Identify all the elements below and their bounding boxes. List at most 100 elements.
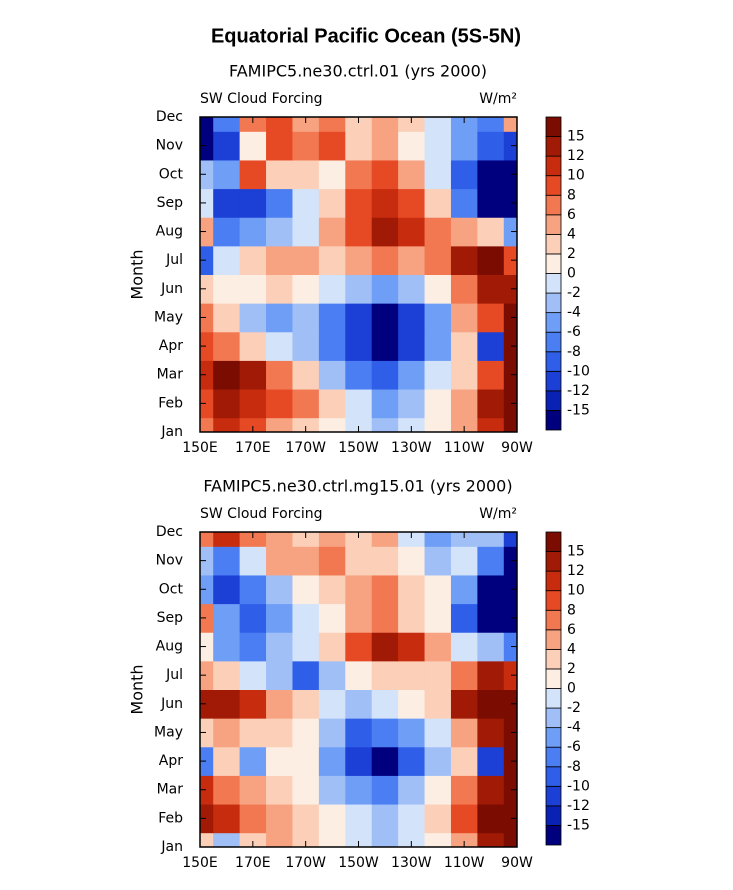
colorbar-box xyxy=(545,707,562,729)
cell xyxy=(239,832,267,847)
cell xyxy=(503,804,517,834)
cell xyxy=(318,131,346,161)
cell xyxy=(200,245,214,275)
cell xyxy=(239,245,267,275)
cell xyxy=(503,532,517,547)
y-tick-label: Aug xyxy=(156,224,183,240)
cell xyxy=(371,389,399,419)
colorbar-label: 2 xyxy=(567,246,576,262)
cell xyxy=(371,746,399,776)
x-tick-label: 170W xyxy=(285,440,326,456)
cell xyxy=(318,245,346,275)
field-cells xyxy=(200,117,517,432)
colorbar-label: -12 xyxy=(567,798,590,814)
cell xyxy=(398,689,426,719)
cell xyxy=(345,417,373,432)
cell xyxy=(503,718,517,748)
cell xyxy=(345,775,373,805)
cell xyxy=(200,718,214,748)
cell xyxy=(477,689,505,719)
cell xyxy=(503,660,517,690)
cell xyxy=(477,217,505,247)
cell xyxy=(398,546,426,576)
colorbar-label: -10 xyxy=(567,363,590,379)
cell xyxy=(292,188,320,218)
cell xyxy=(200,188,214,218)
cell xyxy=(345,532,373,547)
colorbar-box xyxy=(545,746,562,768)
colorbar-label: -15 xyxy=(567,402,590,418)
cell xyxy=(292,832,320,847)
cell xyxy=(213,603,241,633)
cell xyxy=(292,718,320,748)
cell xyxy=(503,217,517,247)
cell xyxy=(398,389,426,419)
cell xyxy=(292,632,320,662)
cell xyxy=(318,331,346,361)
cell xyxy=(318,718,346,748)
cell xyxy=(424,245,452,275)
cell xyxy=(398,804,426,834)
field-cells xyxy=(200,532,517,847)
cell xyxy=(450,131,478,161)
cell xyxy=(239,417,267,432)
cell xyxy=(200,360,214,390)
colorbar-box xyxy=(545,766,562,787)
x-tick-label: 150W xyxy=(338,855,379,871)
cell xyxy=(318,689,346,719)
y-tick-label: Jan xyxy=(160,839,183,855)
cell xyxy=(477,574,505,605)
cell xyxy=(318,660,346,690)
cell xyxy=(450,689,478,719)
cell xyxy=(200,775,214,805)
cell xyxy=(266,746,293,776)
cell xyxy=(345,603,373,633)
cell xyxy=(292,417,320,432)
cell xyxy=(345,117,373,132)
cell xyxy=(292,660,320,690)
cell xyxy=(503,389,517,419)
cell xyxy=(345,660,373,690)
cell xyxy=(424,389,452,419)
cell xyxy=(239,603,267,633)
colorbar-label: 0 xyxy=(567,681,576,697)
colorbar-label: -12 xyxy=(567,383,590,399)
cell xyxy=(450,574,478,605)
cell xyxy=(371,532,399,547)
cell xyxy=(292,603,320,633)
cell xyxy=(292,532,320,547)
cell xyxy=(318,303,346,333)
colorbar-label: 10 xyxy=(567,583,585,599)
cell xyxy=(424,532,452,547)
main-title: Equatorial Pacific Ocean (5S-5N) xyxy=(211,25,521,47)
cell xyxy=(477,274,505,304)
cell xyxy=(345,360,373,390)
cell xyxy=(318,603,346,633)
subtitle: FAMIPC5.ne30.ctrl.01 (yrs 2000) xyxy=(229,62,487,81)
colorbar-label: -4 xyxy=(567,305,581,321)
cell xyxy=(477,532,505,547)
y-axis-title: Month xyxy=(128,249,147,299)
colorbar-box xyxy=(545,668,562,689)
colorbar-box xyxy=(545,805,562,826)
colorbar-box xyxy=(545,194,562,216)
cell xyxy=(200,159,214,190)
cell xyxy=(503,603,517,633)
cell xyxy=(398,660,426,690)
cell xyxy=(213,532,241,547)
y-tick-label: Jun xyxy=(160,281,183,297)
colorbar-box xyxy=(545,312,562,333)
cell xyxy=(371,245,399,275)
cell xyxy=(239,217,267,247)
cell xyxy=(371,574,399,605)
cell xyxy=(318,274,346,304)
colorbar-label: -15 xyxy=(567,817,590,833)
cell xyxy=(266,303,293,333)
y-axis-title: Month xyxy=(128,664,147,714)
cell xyxy=(398,117,426,132)
cell xyxy=(371,603,399,633)
cell xyxy=(213,389,241,419)
cell xyxy=(450,632,478,662)
cell xyxy=(345,689,373,719)
y-tick-label: Mar xyxy=(157,367,184,383)
